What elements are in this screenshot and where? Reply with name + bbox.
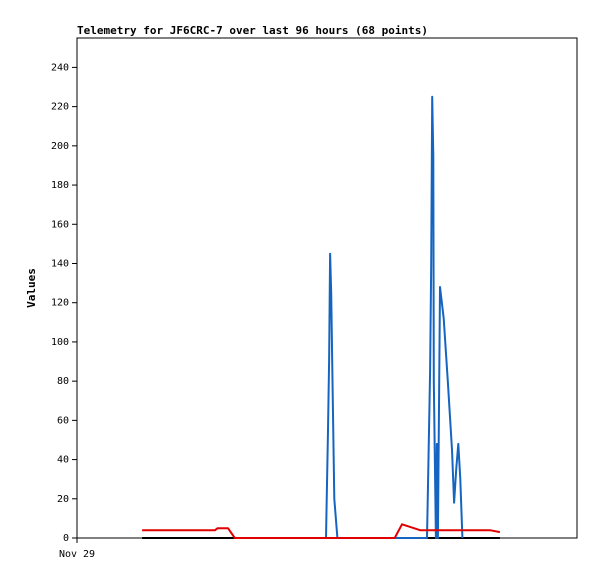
series-line xyxy=(325,95,464,539)
y-tick-label: 80 xyxy=(57,376,69,387)
chart-title: Telemetry for JF6CRC-7 over last 96 hour… xyxy=(77,24,428,37)
series-line xyxy=(142,523,501,539)
y-tick-label: 200 xyxy=(51,141,69,152)
y-tick-label: 160 xyxy=(51,219,69,230)
x-tick-label: Nov 29 xyxy=(59,549,95,560)
y-tick-label: 100 xyxy=(51,337,69,348)
y-tick-label: 60 xyxy=(57,415,69,426)
y-tick-label: 120 xyxy=(51,298,69,309)
y-axis-label: Values xyxy=(25,268,38,308)
y-tick-label: 220 xyxy=(51,102,69,113)
y-tick-label: 20 xyxy=(57,494,69,505)
y-tick-label: 40 xyxy=(57,455,69,466)
y-tick-label: 140 xyxy=(51,258,69,269)
y-tick-label: 0 xyxy=(63,533,69,544)
y-tick-label: 240 xyxy=(51,62,69,73)
y-tick-label: 180 xyxy=(51,180,69,191)
